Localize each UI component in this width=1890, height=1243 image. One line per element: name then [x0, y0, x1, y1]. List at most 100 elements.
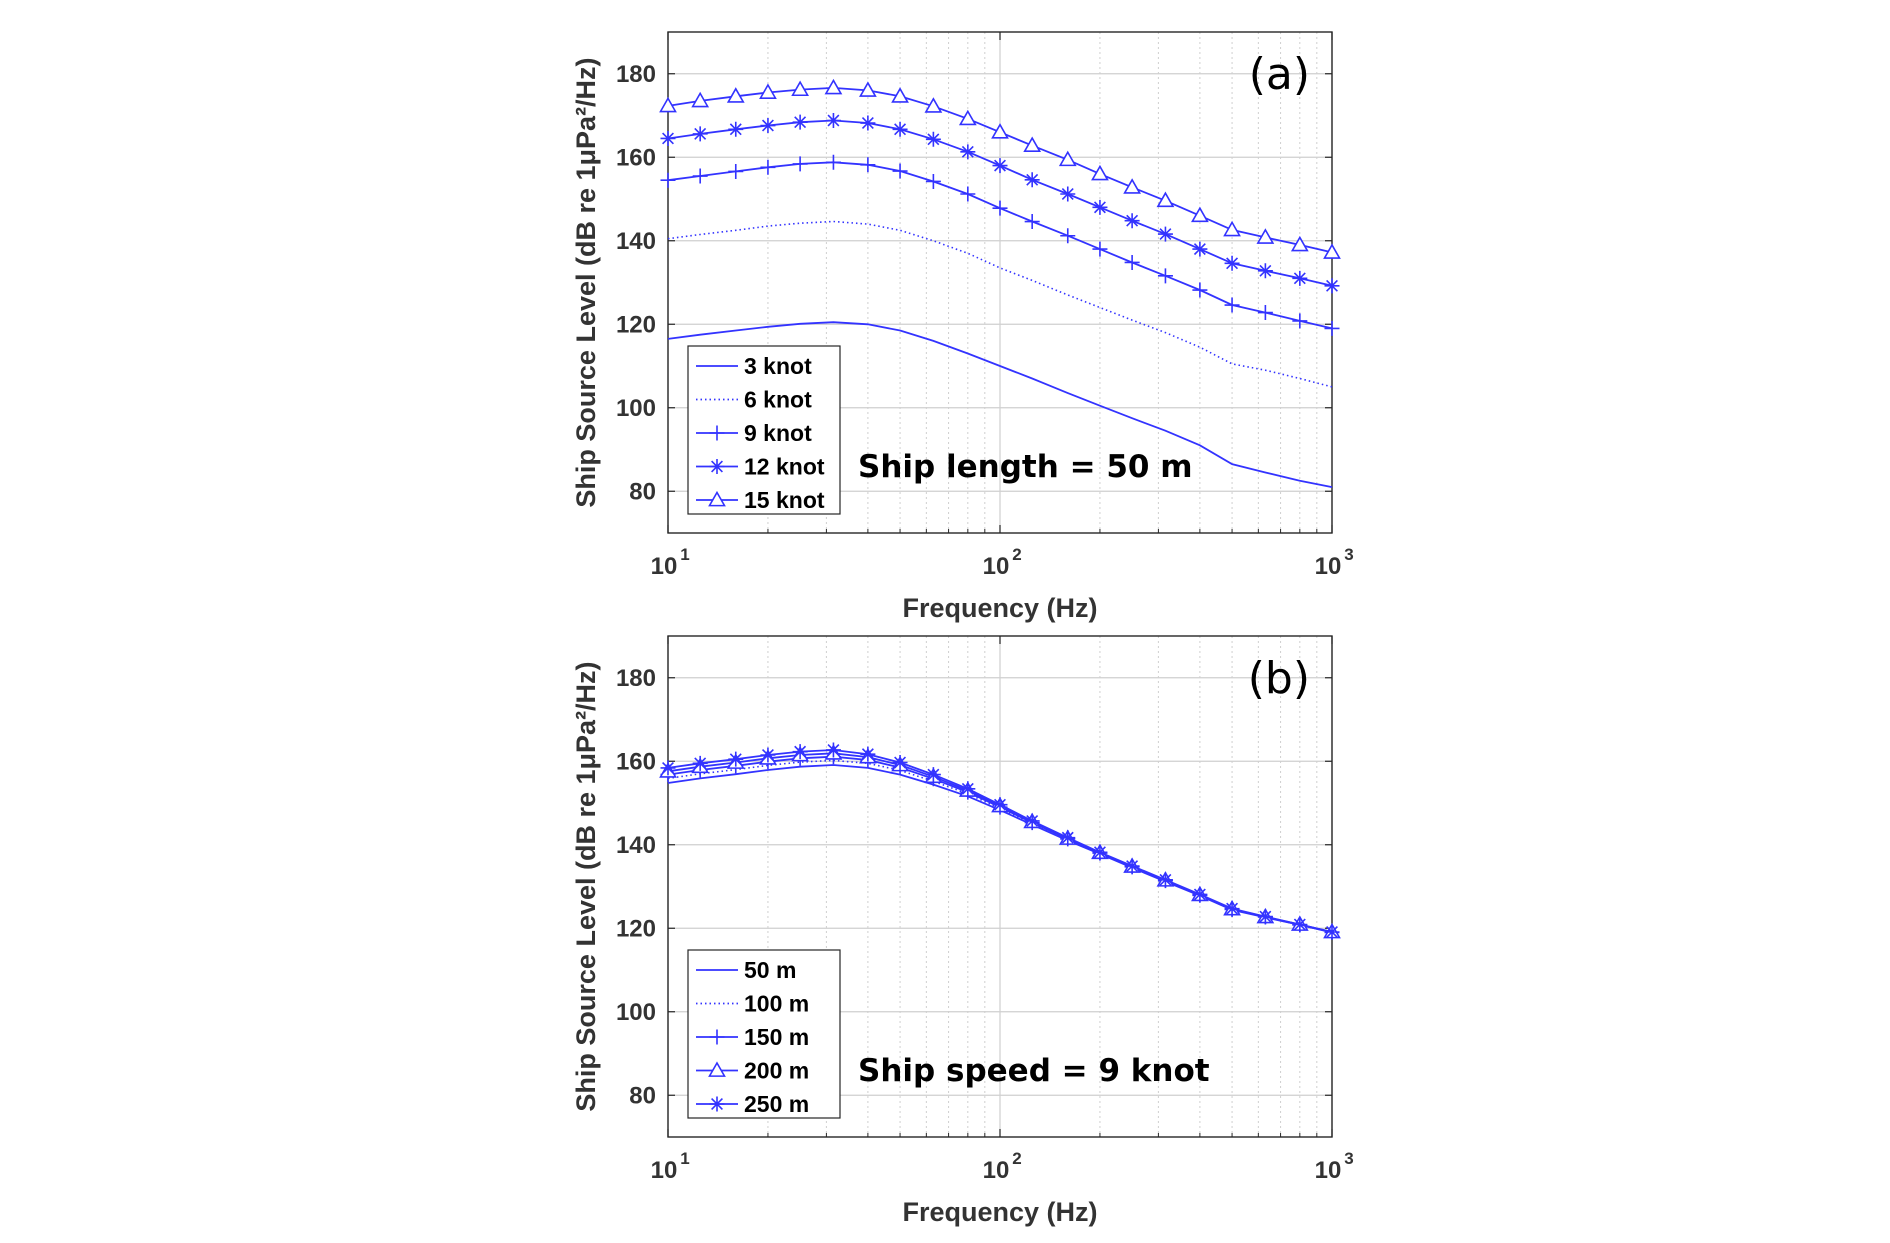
data-point-marker: [1192, 282, 1208, 298]
y-tick-label: 80: [629, 1082, 656, 1109]
y-tick-label: 80: [629, 478, 656, 505]
data-point-marker: [860, 115, 876, 131]
data-point-marker: [1290, 235, 1309, 252]
data-point-marker: [859, 81, 877, 97]
data-point-marker: [892, 755, 908, 771]
data-point-marker: [824, 78, 843, 95]
data-point-marker: [992, 797, 1008, 813]
data-point-marker: [892, 121, 908, 137]
data-point-marker: [760, 159, 776, 175]
data-point-marker: [1123, 178, 1141, 194]
y-tick-label: 160: [616, 144, 656, 171]
data-point-marker: [760, 118, 776, 134]
data-point-marker: [1324, 320, 1340, 336]
data-point-marker: [728, 121, 744, 137]
data-point-marker: [960, 781, 976, 797]
x-tick-exponent: 2: [1012, 545, 1021, 564]
y-tick-label: 140: [616, 832, 656, 859]
data-point-marker: [1223, 220, 1241, 237]
data-point-marker: [1157, 872, 1173, 888]
y-tick-label: 140: [616, 228, 656, 255]
data-point-marker: [1091, 164, 1109, 181]
legend-label: 9 knot: [744, 420, 812, 446]
annotation: Ship speed = 9 knot: [858, 1053, 1210, 1089]
data-point-marker: [960, 186, 976, 202]
x-tick-label: 10: [1315, 1157, 1342, 1184]
data-point-marker: [925, 131, 941, 147]
legend-box: [687, 949, 841, 1119]
data-point-marker: [991, 123, 1009, 139]
data-point-marker: [1224, 901, 1240, 917]
series-line: [667, 321, 1333, 488]
data-point-marker: [660, 760, 676, 776]
data-point-marker: [660, 172, 676, 188]
legend-marker: [709, 425, 725, 441]
legend-marker: [709, 459, 725, 474]
legend-marker: [708, 1061, 726, 1077]
data-point-marker: [1124, 858, 1140, 874]
legend-marker: [709, 1029, 725, 1045]
data-point-marker: [728, 163, 744, 179]
x-tick-label: 10: [651, 1157, 678, 1184]
data-point-marker: [791, 80, 809, 97]
y-tick-label: 100: [616, 999, 656, 1026]
y-tick-label: 120: [616, 915, 656, 942]
data-point-marker: [1257, 263, 1273, 279]
data-point-marker: [1060, 186, 1076, 202]
series-9-knot: [660, 154, 1340, 336]
data-point-marker: [1060, 830, 1076, 846]
data-point-marker: [891, 87, 909, 103]
x-tick-label: 10: [983, 553, 1010, 580]
data-point-marker: [1058, 150, 1077, 167]
series-250-m: [660, 742, 1340, 940]
data-point-marker: [860, 157, 876, 173]
legend-marker: [708, 490, 726, 507]
legend-label: 200 m: [744, 1058, 809, 1084]
legend-box: [687, 345, 841, 515]
data-point-marker: [1292, 916, 1308, 932]
panel-label: (a): [1249, 49, 1310, 100]
legend-label: 100 m: [744, 991, 809, 1017]
data-point-marker: [1257, 909, 1273, 925]
data-point-marker: [825, 154, 841, 170]
legend-label: 50 m: [744, 957, 796, 983]
data-point-marker: [792, 114, 808, 130]
data-point-marker: [960, 144, 976, 160]
x-tick-exponent: 3: [1344, 1149, 1353, 1168]
data-point-marker: [1060, 228, 1076, 244]
data-point-marker: [825, 742, 841, 758]
data-point-marker: [1192, 241, 1208, 257]
data-point-marker: [692, 168, 708, 184]
data-point-marker: [792, 156, 808, 172]
data-point-marker: [1224, 255, 1240, 271]
panel-label: (b): [1248, 653, 1310, 704]
data-point-marker: [1124, 213, 1140, 229]
x-tick-label: 10: [651, 553, 678, 580]
x-tick-exponent: 1: [680, 545, 689, 564]
legend-label: 6 knot: [744, 387, 812, 413]
x-tick-exponent: 2: [1012, 1149, 1021, 1168]
data-point-marker: [992, 158, 1008, 174]
data-point-marker: [760, 747, 776, 763]
data-point-marker: [1024, 172, 1040, 188]
data-point-marker: [1256, 228, 1275, 244]
series-15-knot: [659, 78, 1341, 259]
data-point-marker: [1257, 305, 1273, 321]
data-point-marker: [691, 91, 710, 108]
data-point-marker: [1124, 254, 1140, 270]
annotation: Ship length = 50 m: [858, 449, 1193, 485]
y-tick-label: 100: [616, 395, 656, 422]
data-point-marker: [1023, 136, 1042, 152]
legend-label: 3 knot: [744, 353, 812, 379]
data-point-marker: [892, 163, 908, 179]
y-tick-label: 180: [616, 665, 656, 692]
y-tick-label: 180: [616, 61, 656, 88]
data-point-marker: [1191, 206, 1209, 223]
data-point-marker: [1156, 191, 1175, 208]
data-point-marker: [1024, 214, 1040, 230]
y-axis-label: Ship Source Level (dB re 1μPa²/Hz): [571, 661, 601, 1111]
data-point-marker: [1192, 886, 1208, 902]
legend-label: 12 knot: [744, 454, 825, 480]
data-point-marker: [726, 87, 745, 103]
